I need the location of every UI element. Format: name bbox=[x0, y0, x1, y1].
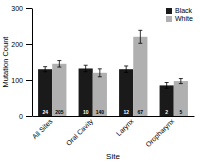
error-bar bbox=[98, 69, 102, 77]
error-cap bbox=[84, 65, 88, 66]
error-bar bbox=[124, 66, 128, 72]
legend-label: Black bbox=[175, 7, 193, 14]
y-tick: 0 bbox=[19, 113, 32, 120]
error-bar bbox=[165, 83, 169, 89]
bar bbox=[174, 81, 188, 116]
n-label: 140 bbox=[96, 109, 105, 115]
bar bbox=[133, 37, 147, 116]
n-label: 10 bbox=[83, 109, 89, 115]
y-tick-mark bbox=[26, 116, 32, 117]
x-tick-label: All Sites bbox=[31, 117, 54, 140]
error-bar bbox=[57, 61, 61, 67]
y-tick-mark bbox=[26, 44, 32, 45]
error-line bbox=[166, 83, 167, 89]
error-line bbox=[180, 79, 181, 84]
bar bbox=[52, 64, 66, 116]
n-labels: 24 10 12 2 205 140 67 5 bbox=[42, 109, 182, 115]
y-tick: 300 bbox=[11, 5, 32, 12]
error-bar bbox=[43, 67, 47, 72]
n-label: 5 bbox=[179, 109, 182, 115]
y-tick-label: 100 bbox=[11, 77, 23, 84]
error-cap bbox=[43, 71, 47, 72]
y-tick: 200 bbox=[11, 41, 32, 48]
error-cap bbox=[98, 68, 102, 69]
x-tick-label: Oral Cavity bbox=[65, 117, 95, 147]
error-cap bbox=[165, 82, 169, 83]
error-cap bbox=[84, 71, 88, 72]
y-tick-label: 200 bbox=[11, 41, 23, 48]
y-tick: 100 bbox=[11, 77, 32, 84]
x-axis: All Sites Oral Cavity Larynx Oropharynx bbox=[31, 116, 195, 149]
n-label: 2 bbox=[165, 109, 168, 115]
legend-item: White bbox=[166, 15, 193, 22]
y-tick-label: 0 bbox=[19, 113, 23, 120]
n-label: 12 bbox=[123, 109, 129, 115]
legend-swatch bbox=[166, 8, 172, 14]
error-line bbox=[59, 61, 60, 67]
bar bbox=[38, 69, 52, 116]
n-label: 205 bbox=[55, 109, 64, 115]
legend: BlackWhite bbox=[166, 7, 193, 22]
error-cap bbox=[124, 72, 128, 73]
n-label: 67 bbox=[138, 109, 144, 115]
bars bbox=[38, 30, 188, 116]
error-line bbox=[99, 69, 100, 77]
error-cap bbox=[179, 78, 183, 79]
legend-swatch bbox=[166, 16, 172, 22]
x-tick-label: Larynx bbox=[115, 117, 136, 138]
error-line bbox=[140, 30, 141, 43]
x-tick: All Sites bbox=[31, 116, 54, 140]
y-axis: 0 100 200 300 bbox=[11, 5, 32, 120]
bar bbox=[79, 68, 93, 116]
error-cap bbox=[165, 88, 169, 89]
error-bar bbox=[138, 30, 142, 43]
error-cap bbox=[57, 60, 61, 61]
error-cap bbox=[179, 83, 183, 84]
plot: 0 100 200 300 All Sites Oral Cavity Larynx Orop… bbox=[11, 5, 194, 149]
bar bbox=[119, 69, 133, 116]
error-line bbox=[45, 67, 46, 72]
bar bbox=[93, 73, 107, 116]
y-tick-mark bbox=[26, 80, 32, 81]
y-axis-title: Mutation Count bbox=[1, 36, 10, 88]
series bbox=[52, 30, 188, 116]
y-axis-line bbox=[32, 9, 33, 117]
x-tick: Oropharynx bbox=[144, 116, 176, 149]
error-bar bbox=[179, 79, 183, 84]
x-axis-line bbox=[33, 116, 195, 117]
legend-item: Black bbox=[166, 7, 193, 14]
error-line bbox=[85, 65, 86, 71]
x-axis-title: Site bbox=[106, 152, 120, 161]
error-cap bbox=[57, 67, 61, 68]
y-tick-mark bbox=[26, 8, 32, 9]
y-tick-label: 300 bbox=[11, 5, 23, 12]
error-cap bbox=[43, 66, 47, 67]
error-cap bbox=[138, 43, 142, 44]
error-cap bbox=[98, 76, 102, 77]
x-tick-label: Oropharynx bbox=[144, 117, 176, 149]
error-bar bbox=[84, 65, 88, 71]
bar bbox=[160, 85, 174, 116]
legend-label: White bbox=[175, 15, 193, 22]
error-cap bbox=[138, 30, 142, 31]
n-label: 24 bbox=[42, 109, 48, 115]
x-tick: Larynx bbox=[115, 116, 136, 138]
chart: 0 100 200 300 All Sites Oral Cavity Larynx Orop… bbox=[0, 0, 200, 162]
x-tick: Oral Cavity bbox=[65, 116, 95, 148]
error-line bbox=[126, 66, 127, 72]
error-cap bbox=[124, 65, 128, 66]
